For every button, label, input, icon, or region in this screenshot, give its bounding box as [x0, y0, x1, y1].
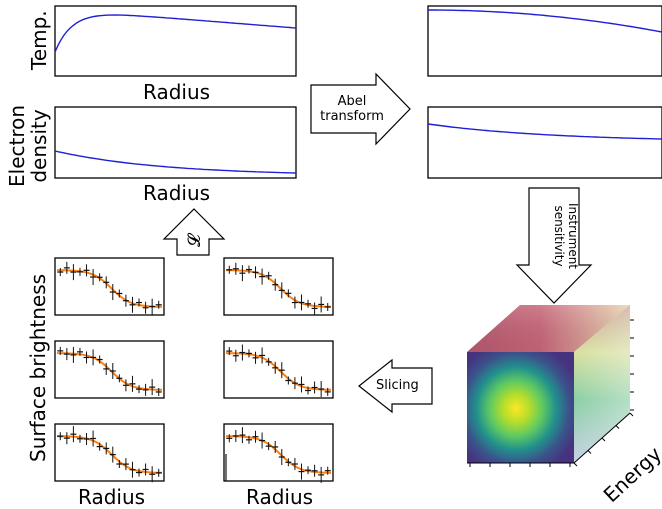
- abel-transform-label: Abel transform: [312, 94, 392, 124]
- sb-panel-frame: [54, 340, 165, 399]
- sb-panel-frame: [223, 423, 334, 482]
- radius-label-middle: Radius: [143, 181, 211, 205]
- density-profile-line: [54, 150, 297, 174]
- surface-brightness-panel: [223, 423, 334, 483]
- cube-tick: [573, 462, 578, 467]
- radius-label-bottom-left: Radius: [78, 485, 146, 509]
- sb-model-line: [225, 352, 331, 391]
- cube-tick: [615, 425, 620, 429]
- data-cube-icon: [467, 305, 634, 467]
- sb-panel-frame: [223, 257, 334, 316]
- projected-temp-panel: [427, 5, 662, 77]
- sb-model-line: [56, 269, 162, 308]
- cube-tick: [601, 437, 606, 442]
- temp-profile-panel: [54, 5, 297, 77]
- up-arrow-icon: [162, 208, 226, 256]
- sb-panel-frame: [54, 257, 165, 316]
- likelihood-symbol: 𝓛: [185, 234, 205, 247]
- abel-transform-line-1: Abel: [337, 94, 367, 109]
- sb-model-line: [56, 352, 162, 391]
- temp-profile-line: [54, 14, 297, 53]
- cube-tick: [629, 412, 634, 417]
- sb-model-line: [56, 435, 162, 474]
- instrument-sensitivity-line-2: sensitivity: [552, 205, 566, 267]
- temp-axis-label: Temp.: [27, 10, 51, 70]
- surface-brightness-panel: [223, 257, 334, 316]
- surface-brightness-panel: [54, 340, 165, 399]
- surface-brightness-panels: [54, 257, 334, 483]
- cube-edge: [467, 412, 631, 464]
- right-arrow-icon: [310, 72, 411, 146]
- instrument-sensitivity-label: Instrument sensitivity: [552, 198, 580, 274]
- sb-panel-frame: [223, 340, 334, 399]
- sb-model-line: [225, 435, 331, 474]
- radius-label-top: Radius: [143, 80, 211, 104]
- cube-front-face: [467, 352, 574, 463]
- projected-temp-line: [428, 9, 662, 33]
- left-arrow-icon: [358, 358, 433, 414]
- projected-density-line: [427, 123, 662, 140]
- surface-brightness-panel: [223, 340, 334, 399]
- instrument-sensitivity-line-1: Instrument: [566, 202, 580, 270]
- electron-density-line-1: Electron: [5, 104, 29, 187]
- abel-transform-line-2: transform: [320, 109, 384, 124]
- surface-brightness-panel: [54, 257, 165, 316]
- radius-label-bottom-right: Radius: [246, 485, 314, 509]
- surface-brightness-axis-label: Surface brightness: [26, 273, 50, 462]
- down-arrow-icon: [515, 187, 593, 304]
- electron-density-line-2: density: [27, 109, 51, 183]
- slicing-label: Slicing: [376, 378, 419, 393]
- sb-model-line: [225, 269, 331, 308]
- electron-density-axis-label: Electron density: [5, 104, 51, 187]
- cube-tick: [587, 450, 592, 454]
- projected-density-panel: [427, 106, 662, 179]
- sb-panel-frame: [54, 423, 165, 482]
- surface-brightness-panel: [54, 423, 165, 483]
- density-profile-panel: [54, 106, 297, 179]
